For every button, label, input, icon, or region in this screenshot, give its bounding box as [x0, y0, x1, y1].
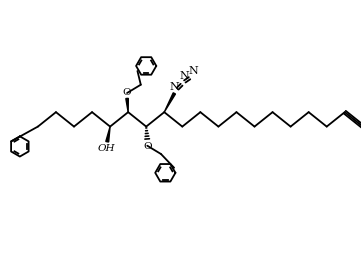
Text: OH: OH: [98, 144, 115, 153]
Polygon shape: [106, 126, 110, 142]
Polygon shape: [126, 98, 128, 112]
Text: N: N: [169, 82, 179, 92]
Text: N: N: [180, 71, 190, 81]
Text: O: O: [143, 142, 152, 151]
Text: O: O: [123, 88, 131, 97]
Text: N: N: [188, 66, 198, 76]
Polygon shape: [164, 93, 175, 112]
